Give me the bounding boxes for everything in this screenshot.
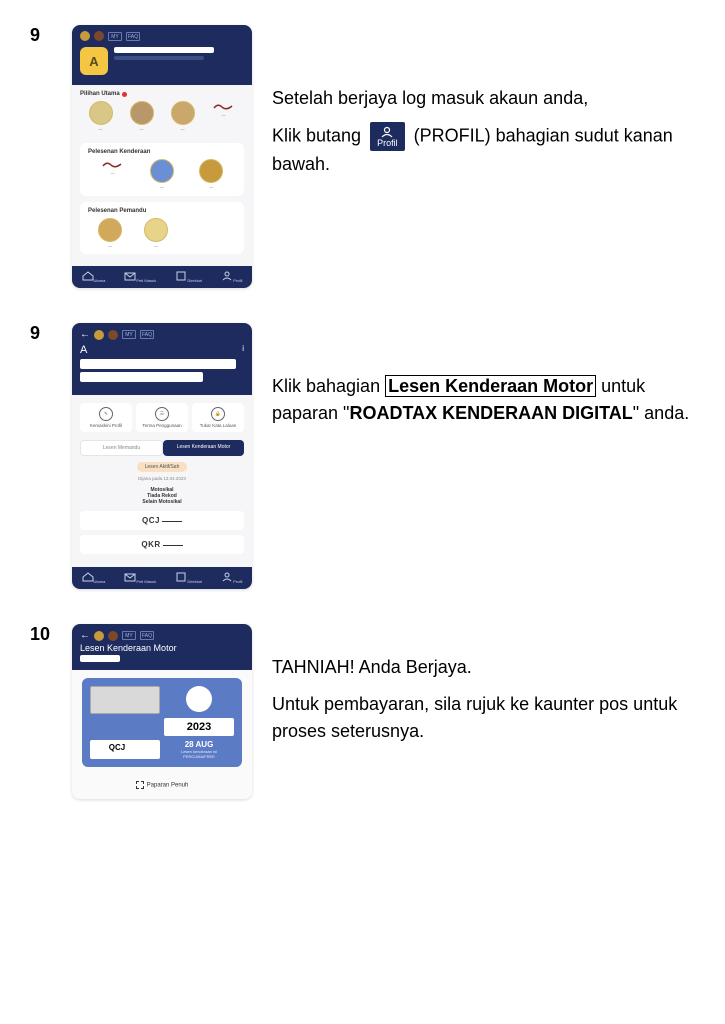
crest-icon [80, 31, 90, 41]
roadtax-year: 2023 [164, 718, 234, 736]
edit-icon: ✎ [99, 407, 113, 421]
phone-mock-roadtax: ← MY FAQ Lesen Kenderaan Motor 2023 QCJ … [72, 624, 252, 799]
user-row: A [80, 47, 244, 75]
plate-1[interactable]: QCJ [80, 511, 244, 530]
step-10: 10 ← MY FAQ Lesen Kenderaan Motor 2023 Q… [30, 624, 695, 799]
license-tabs: Lesen Memandu Lesen Kenderaan Motor [80, 440, 244, 456]
section-pilihan: Pilihan Utama — — — — [72, 85, 252, 137]
phone-mock-profile: ← MY FAQ Ai ✎Kemaskini Profil ☰Terma Pen… [72, 323, 252, 589]
menu-item[interactable]: — [95, 159, 131, 189]
id-redacted [80, 372, 203, 382]
lkm-plate-redacted [80, 655, 120, 662]
lang-badge: MY [122, 330, 136, 339]
crest-icon [94, 330, 104, 340]
instructions-9b: Klik bahagian Lesen Kenderaan Motor untu… [272, 323, 695, 437]
instr-line2: Klik butang Profil (PROFIL) bahagian sud… [272, 122, 695, 178]
menu-item[interactable]: — [165, 101, 201, 131]
nav-peti[interactable]: Peti Masuk [124, 572, 156, 584]
pelesenan-pemandu-title: Pelesenan Pemandu [88, 208, 236, 214]
header-icons: MY FAQ [80, 31, 244, 41]
menu-item[interactable]: — [206, 101, 242, 131]
pilihan-utama-title: Pilihan Utama [80, 91, 120, 97]
step-9a: 9 MY FAQ A Pilihan Utama — — — [30, 25, 695, 288]
instr-9b: Klik bahagian Lesen Kenderaan Motor untu… [272, 373, 695, 427]
lang-badge: MY [122, 631, 136, 640]
lkm-header: ← MY FAQ Lesen Kenderaan Motor [72, 624, 252, 670]
roadtax-plate: QCJ [90, 740, 160, 759]
menu-item[interactable]: — [138, 218, 174, 248]
menu-item[interactable]: — [144, 159, 180, 189]
step-number: 9 [30, 25, 52, 46]
date-generated: Dijana pada 13.04.2023 [80, 476, 244, 481]
phone-mock-home: MY FAQ A Pilihan Utama — — — — Pel [72, 25, 252, 288]
btn-kemaskini[interactable]: ✎Kemaskini Profil [80, 403, 132, 432]
instr-10-1: TAHNIAH! Anda Berjaya. [272, 654, 695, 681]
phone-header: MY FAQ A [72, 25, 252, 85]
step-number: 10 [30, 624, 52, 645]
menu-item[interactable]: — [92, 218, 128, 248]
nav-profil[interactable]: Profil [221, 572, 242, 584]
profile-letter: Ai [80, 344, 244, 356]
instructions-9a: Setelah berjaya log masuk akaun anda, Kl… [272, 25, 695, 188]
roadtax-card: 2023 QCJ 28 AUGLesen kenderaan iniPERCUM… [82, 678, 242, 767]
bottom-nav: Utama Peti Masuk Direktori Profil [72, 567, 252, 589]
doc-icon: ☰ [155, 407, 169, 421]
nav-direktori[interactable]: Direktori [175, 572, 202, 584]
jpj-icon [94, 31, 104, 41]
section-kenderaan: Pelesenan Kenderaan — — — Pelesenan Pema… [72, 137, 252, 266]
boxed-text: Lesen Kenderaan Motor [385, 375, 596, 397]
profil-button-illustration: Profil [370, 122, 405, 151]
status-pill: Lesen Aktif/Sah [137, 462, 188, 472]
nav-profil[interactable]: Profil [221, 271, 242, 283]
faq-badge: FAQ [140, 330, 154, 339]
expand-icon [136, 781, 144, 789]
fullscreen-link[interactable]: Paparan Penuh [72, 775, 252, 799]
crest-icon [94, 631, 104, 641]
lang-badge: MY [108, 32, 122, 41]
notification-dot-icon [122, 92, 127, 97]
plate-2[interactable]: QKR [80, 535, 244, 554]
jpj-icon [108, 330, 118, 340]
menu-item[interactable]: — [83, 101, 119, 131]
name-redacted [80, 359, 236, 369]
pelesenan-kenderaan-title: Pelesenan Kenderaan [88, 149, 236, 155]
back-arrow-icon[interactable]: ← [80, 329, 90, 340]
nav-peti[interactable]: Peti Masuk [124, 271, 156, 283]
icon-row-utama: — — — — [80, 101, 244, 131]
faq-badge: FAQ [140, 631, 154, 640]
bottom-nav: Utama Peti Masuk Direktori Profil [72, 266, 252, 288]
instructions-10: TAHNIAH! Anda Berjaya. Untuk pembayaran,… [272, 624, 695, 755]
step-number: 9 [30, 323, 52, 344]
menu-item[interactable]: — [193, 159, 229, 189]
user-sub-redacted [114, 56, 204, 60]
lkm-title: Lesen Kenderaan Motor [80, 643, 244, 653]
tab-lesen-kenderaan[interactable]: Lesen Kenderaan Motor [163, 440, 244, 456]
avatar: A [80, 47, 108, 75]
btn-terma[interactable]: ☰Terma Penggunaan [136, 403, 188, 432]
jpj-icon [108, 631, 118, 641]
username-redacted [114, 47, 214, 53]
nav-utama[interactable]: Utama [82, 572, 106, 584]
instr-line1: Setelah berjaya log masuk akaun anda, [272, 85, 695, 112]
profile-header: ← MY FAQ Ai [72, 323, 252, 395]
tab-lesen-memandu[interactable]: Lesen Memandu [80, 440, 163, 456]
hologram-icon [90, 686, 160, 714]
menu-item[interactable]: — [124, 101, 160, 131]
back-arrow-icon[interactable]: ← [80, 630, 90, 641]
faq-badge: FAQ [126, 32, 140, 41]
profile-body: ✎Kemaskini Profil ☰Terma Penggunaan 🔒Tuk… [72, 395, 252, 567]
step-9b: 9 ← MY FAQ Ai ✎Kemaskini Profil ☰Terma P… [30, 323, 695, 589]
nav-utama[interactable]: Utama [82, 271, 106, 283]
roadtax-date: 28 AUGLesen kenderaan iniPERCUMA/FREE [164, 740, 234, 759]
btn-tukar[interactable]: 🔒Tukar Kata Laluan [192, 403, 244, 432]
instr-10-2: Untuk pembayaran, sila rujuk ke kaunter … [272, 691, 695, 745]
lock-icon: 🔒 [211, 407, 225, 421]
stamp-icon [186, 686, 212, 712]
nav-direktori[interactable]: Direktori [175, 271, 202, 283]
hdr-selain: Selain Motosikal [80, 499, 244, 505]
